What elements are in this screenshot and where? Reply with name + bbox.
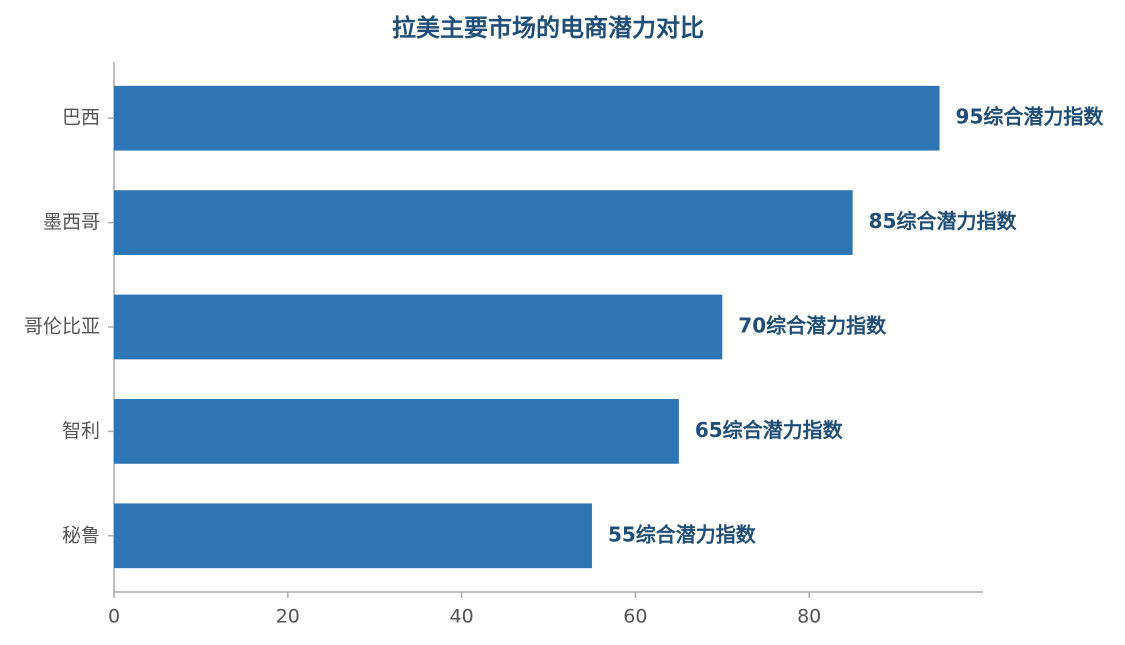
x-tick-label: 80 <box>797 606 821 628</box>
y-tick-label: 哥伦比亚 <box>24 316 100 338</box>
chart-title: 拉美主要市场的电商潜力对比 <box>392 14 704 42</box>
x-tick-label: 40 <box>450 606 474 628</box>
y-tick-label: 巴西 <box>62 107 100 129</box>
value-label: 65综合潜力指数 <box>695 418 844 442</box>
bar <box>114 503 592 569</box>
x-tick-label: 0 <box>108 606 120 628</box>
value-label: 95综合潜力指数 <box>956 105 1105 129</box>
bar <box>114 190 853 255</box>
value-label: 70综合潜力指数 <box>738 314 887 338</box>
x-tick-label: 60 <box>623 606 647 628</box>
y-tick-label: 墨西哥 <box>43 211 100 233</box>
y-tick-label: 秘鲁 <box>62 524 100 546</box>
value-label: 55综合潜力指数 <box>608 522 757 546</box>
bar <box>114 85 940 151</box>
y-tick-label: 智利 <box>62 420 100 442</box>
bar <box>114 294 723 360</box>
x-tick-label: 20 <box>276 606 300 628</box>
value-label: 85综合潜力指数 <box>869 209 1018 233</box>
bar <box>114 399 679 464</box>
